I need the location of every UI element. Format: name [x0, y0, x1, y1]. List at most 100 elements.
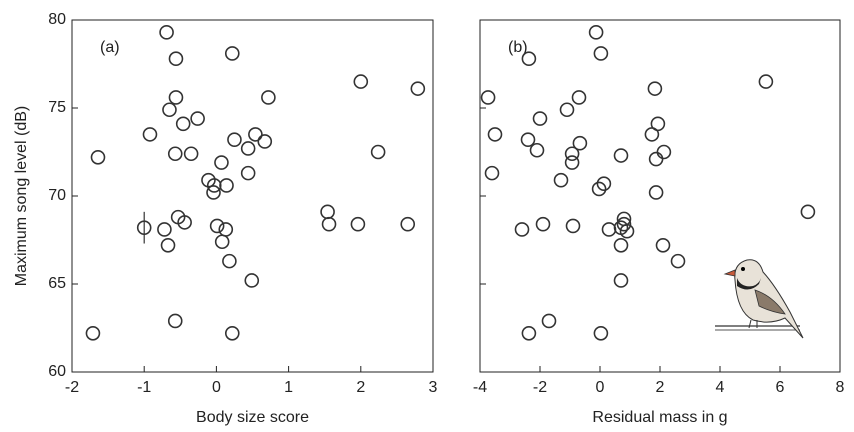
- data-point: [321, 216, 337, 232]
- data-point: [601, 222, 617, 237]
- data-point: [159, 25, 174, 40]
- bird-bib: [737, 278, 761, 290]
- y-tick-label: 80: [48, 11, 66, 28]
- x-tick-label: 6: [776, 379, 785, 396]
- x-tick-label: 8: [836, 379, 845, 396]
- data-point: [648, 185, 664, 200]
- data-point: [227, 132, 242, 147]
- bird-wing: [754, 289, 786, 315]
- data-point: [616, 216, 632, 232]
- data-point: [565, 218, 581, 234]
- data-point: [564, 146, 580, 162]
- bird-eye: [741, 267, 745, 271]
- data-point: [593, 46, 609, 61]
- data-point: [593, 325, 609, 341]
- data-point: [222, 253, 237, 269]
- data-point: [136, 220, 152, 235]
- data-point: [480, 90, 496, 105]
- data-point: [535, 216, 551, 232]
- data-point: [320, 204, 335, 220]
- x-tick-label: 1: [284, 379, 293, 396]
- data-point: [619, 223, 635, 239]
- plot-frame: [71, 19, 434, 373]
- data-point: [572, 135, 588, 151]
- data-point: [655, 237, 671, 253]
- data-point: [648, 151, 664, 167]
- data-point: [261, 90, 276, 105]
- data-point: [240, 165, 256, 181]
- data-point: [157, 222, 172, 237]
- data-point: [90, 149, 106, 165]
- data-point: [219, 178, 234, 193]
- data-point: [529, 142, 545, 158]
- data-point: [167, 146, 183, 162]
- data-point: [218, 222, 234, 237]
- panel-label: (b): [508, 39, 528, 56]
- data-point: [588, 25, 604, 40]
- data-point: [520, 132, 536, 147]
- data-point: [209, 218, 225, 234]
- data-point: [244, 273, 260, 288]
- y-tick-label: 70: [48, 187, 66, 204]
- x-tick-label: -4: [473, 379, 487, 396]
- data-point: [214, 155, 229, 170]
- data-point: [257, 134, 273, 149]
- data-point: [532, 111, 548, 126]
- data-point: [410, 81, 426, 96]
- x-tick-label: -1: [137, 379, 151, 396]
- data-point: [224, 46, 240, 61]
- y-tick-label: 60: [48, 363, 66, 380]
- data-point: [240, 141, 256, 156]
- data-point: [162, 102, 177, 118]
- x-axis-label: Residual mass in g: [592, 409, 727, 426]
- data-point: [206, 185, 221, 200]
- data-point: [559, 102, 575, 118]
- y-tick-label: 75: [48, 99, 66, 116]
- data-point: [670, 253, 686, 269]
- data-point: [142, 127, 158, 142]
- x-tick-label: 3: [429, 379, 438, 396]
- data-point: [800, 204, 816, 220]
- bird-illustration: [715, 259, 804, 339]
- data-point: [487, 127, 503, 142]
- panel-label: (a): [100, 39, 120, 56]
- data-point: [541, 313, 557, 329]
- data-point: [647, 81, 663, 96]
- data-point: [613, 237, 629, 253]
- data-point: [248, 127, 263, 142]
- data-point: [564, 155, 580, 170]
- x-axis-label: Body size score: [196, 409, 309, 426]
- x-tick-label: 4: [716, 379, 725, 396]
- y-tick-label: 65: [48, 275, 66, 292]
- bird-leg: [748, 319, 752, 329]
- data-point: [596, 176, 612, 191]
- data-point: [175, 116, 191, 132]
- x-tick-label: 2: [356, 379, 365, 396]
- data-point: [177, 215, 192, 230]
- data-point: [160, 237, 176, 253]
- data-point: [613, 273, 629, 288]
- data-point: [214, 234, 230, 250]
- bird-beak: [723, 269, 736, 277]
- data-point: [514, 222, 530, 237]
- data-point: [521, 51, 537, 67]
- data-point: [400, 216, 416, 232]
- x-tick-label: 2: [656, 379, 665, 396]
- x-tick-label: 0: [596, 379, 605, 396]
- data-point: [353, 74, 369, 89]
- data-point: [571, 90, 587, 105]
- x-tick-label: 0: [212, 379, 221, 396]
- data-point: [350, 216, 366, 232]
- data-point: [168, 90, 184, 105]
- data-point: [167, 313, 183, 329]
- data-point: [168, 51, 184, 67]
- data-point: [553, 172, 569, 188]
- data-point: [591, 181, 607, 197]
- data-point: [758, 74, 774, 89]
- y-axis-label: Maximum song level (dB): [13, 106, 30, 287]
- data-point: [656, 144, 672, 160]
- data-point: [224, 325, 240, 341]
- data-point: [521, 325, 537, 341]
